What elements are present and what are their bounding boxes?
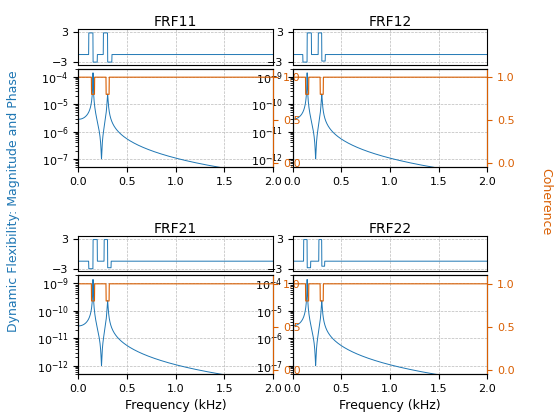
X-axis label: Frequency (kHz): Frequency (kHz) xyxy=(339,399,441,412)
Title: FRF11: FRF11 xyxy=(154,16,198,29)
Text: Coherence: Coherence xyxy=(539,168,553,235)
X-axis label: Frequency (kHz): Frequency (kHz) xyxy=(125,399,227,412)
Text: Dynamic Flexibility: Magnitude and Phase: Dynamic Flexibility: Magnitude and Phase xyxy=(7,71,21,332)
Title: FRF22: FRF22 xyxy=(368,222,412,236)
Title: FRF12: FRF12 xyxy=(368,16,412,29)
Title: FRF21: FRF21 xyxy=(154,222,197,236)
